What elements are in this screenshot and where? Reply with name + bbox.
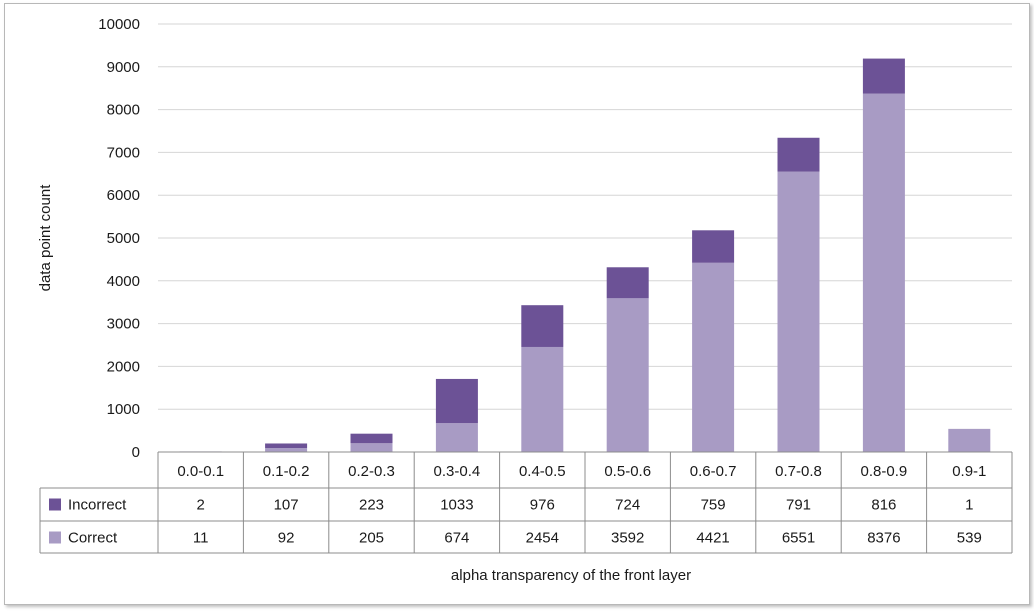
y-tick-label: 0 — [132, 444, 140, 461]
data-label-incorrect: 816 — [871, 497, 896, 514]
bar-correct — [350, 443, 393, 452]
data-label-correct: 2454 — [526, 530, 559, 547]
data-label-incorrect: 2 — [197, 497, 205, 514]
chart-frame: 0 1000 2000 3000 4000 5000 6000 7000 8000 9000 100… — [4, 3, 1030, 605]
legend-key-correct — [49, 531, 61, 544]
category-label: 0.0-0.1 — [177, 463, 224, 480]
category-label: 0.5-0.6 — [604, 463, 651, 480]
y-tick-label: 7000 — [107, 144, 140, 161]
y-axis-ticks: 0 1000 2000 3000 4000 5000 6000 7000 8000 9000 100… — [98, 16, 140, 461]
data-label-incorrect: 724 — [615, 497, 640, 514]
category-label: 0.7-0.8 — [775, 463, 822, 480]
data-table: 0.0-0.1 0.1-0.2 0.2-0.3 0.3-0.4 0.4-0.5 0.5-0… — [39, 451, 1013, 554]
legend-label-correct: Correct — [68, 530, 118, 547]
bar-incorrect — [435, 378, 478, 424]
data-label-correct: 3592 — [611, 530, 644, 547]
y-tick-label: 4000 — [107, 273, 140, 290]
data-label-incorrect: 107 — [274, 497, 299, 514]
category-label: 0.2-0.3 — [348, 463, 395, 480]
data-label-correct: 539 — [957, 530, 982, 547]
y-tick-label: 5000 — [107, 230, 140, 247]
bars — [179, 58, 991, 453]
data-label-correct: 674 — [444, 530, 469, 547]
y-tick-label: 8000 — [107, 102, 140, 119]
data-label-incorrect: 791 — [786, 497, 811, 514]
category-label: 0.6-0.7 — [690, 463, 737, 480]
bar-correct — [948, 428, 991, 452]
bar-incorrect — [265, 443, 308, 449]
y-tick-label: 10000 — [98, 16, 140, 33]
stacked-bar-chart: 0 1000 2000 3000 4000 5000 6000 7000 8000 9000 100… — [37, 16, 1013, 584]
data-label-incorrect: 976 — [530, 497, 555, 514]
x-axis-title: alpha transparency of the front layer — [451, 567, 691, 584]
bar-correct — [265, 448, 308, 452]
bar-incorrect — [862, 58, 905, 94]
legend-label-incorrect: Incorrect — [68, 497, 127, 514]
data-label-correct: 92 — [278, 530, 295, 547]
category-label: 0.1-0.2 — [263, 463, 310, 480]
bar-correct — [862, 93, 905, 452]
data-label-incorrect: 1 — [965, 497, 973, 514]
data-label-incorrect: 223 — [359, 497, 384, 514]
data-label-correct: 11 — [193, 530, 209, 547]
data-label-correct: 6551 — [782, 530, 815, 547]
y-axis-title: data point count — [37, 184, 54, 292]
data-label-correct: 4421 — [696, 530, 729, 547]
legend-key-incorrect — [49, 498, 61, 511]
bar-incorrect — [692, 230, 735, 263]
bar-incorrect — [350, 433, 393, 444]
bar-correct — [521, 346, 564, 452]
bar-incorrect — [521, 305, 564, 347]
data-label-incorrect: 759 — [701, 497, 726, 514]
y-tick-label: 2000 — [107, 358, 140, 375]
y-tick-label: 1000 — [107, 401, 140, 418]
bar-incorrect — [606, 267, 649, 299]
category-label: 0.4-0.5 — [519, 463, 566, 480]
data-label-correct: 8376 — [867, 530, 900, 547]
y-tick-label: 6000 — [107, 187, 140, 204]
bar-correct — [777, 171, 820, 453]
bar-correct — [692, 262, 735, 452]
category-label: 0.3-0.4 — [434, 463, 481, 480]
category-label: 0.8-0.9 — [861, 463, 908, 480]
bar-incorrect — [777, 137, 820, 172]
data-label-correct: 205 — [359, 530, 384, 547]
y-tick-label: 3000 — [107, 316, 140, 333]
category-label: 0.9-1 — [952, 463, 986, 480]
bar-correct — [435, 423, 478, 452]
bar-correct — [606, 298, 649, 452]
y-tick-label: 9000 — [107, 59, 140, 76]
data-label-incorrect: 1033 — [440, 497, 473, 514]
